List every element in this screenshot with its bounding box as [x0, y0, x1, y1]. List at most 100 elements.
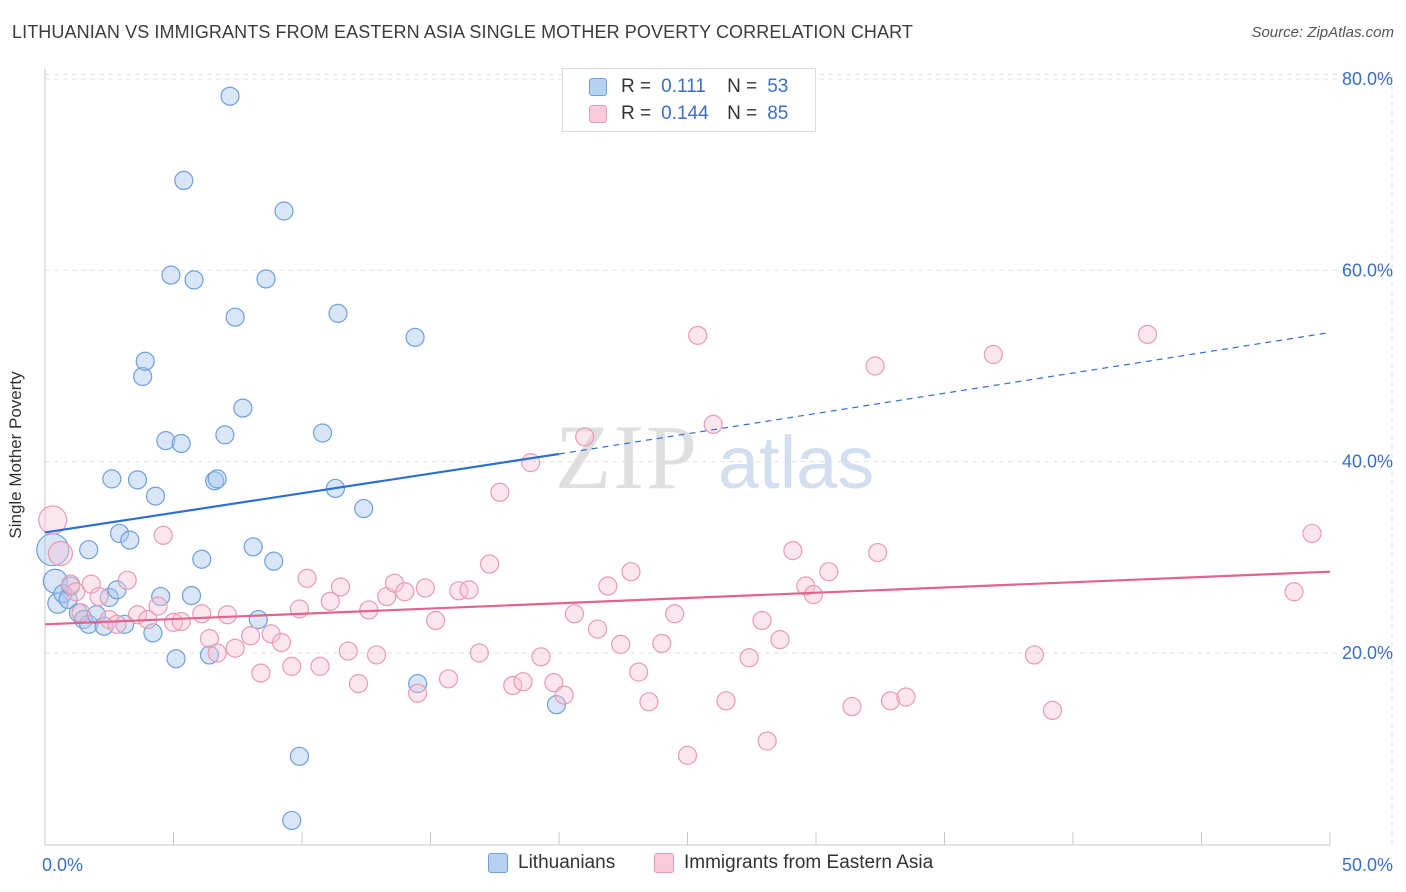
trend-line-lithuanians-extension — [558, 331, 1331, 455]
trend-line-immigrants — [44, 570, 1331, 626]
data-point-lithuanians — [161, 265, 181, 285]
data-point-lithuanians — [127, 470, 148, 490]
data-point-immigrants — [629, 662, 649, 682]
data-point-lithuanians — [120, 530, 140, 550]
data-point-immigrants — [531, 647, 551, 667]
axes — [44, 68, 1331, 846]
data-point-immigrants — [842, 696, 862, 717]
trend-line-lithuanians — [44, 452, 560, 534]
data-point-immigrants — [896, 687, 916, 707]
data-point-lithuanians — [109, 523, 130, 544]
data-point-immigrants — [688, 325, 708, 345]
legend-n-label: N = — [727, 103, 758, 124]
data-point-immigrants — [348, 674, 369, 694]
legend-row-immigrants: R = 0.144 N = 85 — [589, 102, 788, 126]
data-point-lithuanians — [233, 398, 253, 418]
data-point-lithuanians — [215, 425, 235, 445]
data-point-lithuanians — [145, 486, 166, 506]
data-point-immigrants — [868, 542, 888, 563]
data-point-lithuanians — [184, 270, 204, 290]
data-point-lithuanians — [207, 469, 227, 489]
tick-labels: 20.0% 40.0% 60.0% 80.0% 0.0% 50.0% — [42, 69, 1393, 875]
data-point-immigrants — [148, 596, 168, 616]
legend-r-label: R = — [621, 103, 652, 124]
data-point-lithuanians — [166, 649, 186, 669]
data-point-lithuanians — [282, 810, 302, 831]
data-point-immigrants — [544, 673, 564, 693]
gridlines — [45, 74, 1393, 845]
x-tick-label: 50.0% — [1342, 855, 1393, 875]
data-point-immigrants — [449, 581, 469, 601]
legend-n-value: 53 — [767, 76, 789, 97]
data-point-immigrants — [611, 634, 631, 654]
watermark: ZIP atlas — [555, 406, 874, 508]
chart-title: LITHUANIAN VS IMMIGRANTS FROM EASTERN AS… — [12, 22, 914, 42]
data-point-immigrants — [171, 611, 191, 632]
legend-n-value: 85 — [767, 103, 789, 124]
data-point-immigrants — [652, 633, 672, 654]
data-point-lithuanians — [156, 431, 176, 451]
data-point-immigrants — [320, 591, 340, 611]
data-point-lithuanians — [289, 746, 310, 766]
legend-r-value: 0.144 — [661, 103, 709, 124]
data-point-lithuanians — [354, 498, 374, 519]
data-point-immigrants — [66, 582, 86, 602]
data-point-lithuanians — [79, 540, 99, 560]
legend-swatch-pink — [589, 105, 607, 123]
data-point-lithuanians — [47, 592, 69, 614]
legend-swatch-pink — [654, 853, 674, 873]
data-point-immigrants — [395, 582, 415, 602]
data-point-immigrants — [366, 645, 387, 665]
data-point-lithuanians — [102, 469, 122, 489]
legend-swatch-blue — [589, 78, 607, 96]
data-point-immigrants — [225, 638, 245, 658]
data-point-immigrants — [282, 656, 302, 676]
legend-label: Lithuanians — [518, 852, 616, 873]
y-tick-label: 20.0% — [1342, 643, 1393, 663]
data-point-immigrants — [770, 630, 790, 650]
y-tick-label: 60.0% — [1342, 260, 1393, 280]
data-point-immigrants — [1024, 645, 1045, 665]
data-point-immigrants — [490, 482, 510, 502]
data-point-immigrants — [408, 683, 428, 703]
data-point-immigrants — [819, 562, 839, 582]
y-tick-label: 80.0% — [1342, 69, 1393, 89]
legend-item-immigrants: Immigrants from Eastern Asia — [654, 852, 933, 874]
data-point-immigrants — [71, 603, 91, 623]
data-point-immigrants — [716, 691, 736, 711]
data-point-immigrants — [415, 578, 435, 598]
data-point-immigrants — [438, 669, 459, 689]
data-point-immigrants — [107, 614, 127, 634]
data-point-immigrants — [47, 540, 74, 567]
legend-n-label: N = — [727, 76, 758, 97]
data-point-lithuanians — [181, 585, 202, 606]
y-tick-label: 40.0% — [1342, 452, 1393, 472]
data-point-immigrants — [752, 610, 772, 631]
data-point-lithuanians — [79, 614, 99, 634]
data-point-lithuanians — [328, 303, 348, 323]
data-point-lithuanians — [199, 645, 220, 665]
data-point-lithuanians — [405, 327, 425, 347]
data-point-immigrants — [330, 577, 351, 597]
data-point-lithuanians — [312, 423, 333, 443]
data-point-lithuanians — [256, 269, 276, 289]
data-point-immigrants — [297, 568, 317, 588]
data-point-immigrants — [513, 672, 533, 692]
watermark-atlas: atlas — [718, 421, 874, 504]
data-point-lithuanians — [171, 433, 191, 454]
data-point-lithuanians — [220, 86, 240, 106]
data-point-lithuanians — [192, 549, 212, 569]
data-point-immigrants — [587, 619, 608, 639]
data-point-lithuanians — [135, 351, 155, 371]
data-point-immigrants — [554, 685, 574, 705]
watermark-zip: ZIP — [555, 406, 699, 508]
data-point-immigrants — [803, 585, 824, 605]
data-point-immigrants — [575, 427, 595, 447]
y-axis-label: Single Mother Poverty — [6, 371, 25, 539]
data-point-immigrants — [564, 604, 585, 624]
legend-r-value: 0.111 — [661, 76, 706, 97]
data-point-immigrants — [207, 643, 227, 663]
legend-label: Immigrants from Eastern Asia — [684, 852, 934, 873]
series-legend: Lithuanians Immigrants from Eastern Asia — [0, 852, 1406, 878]
